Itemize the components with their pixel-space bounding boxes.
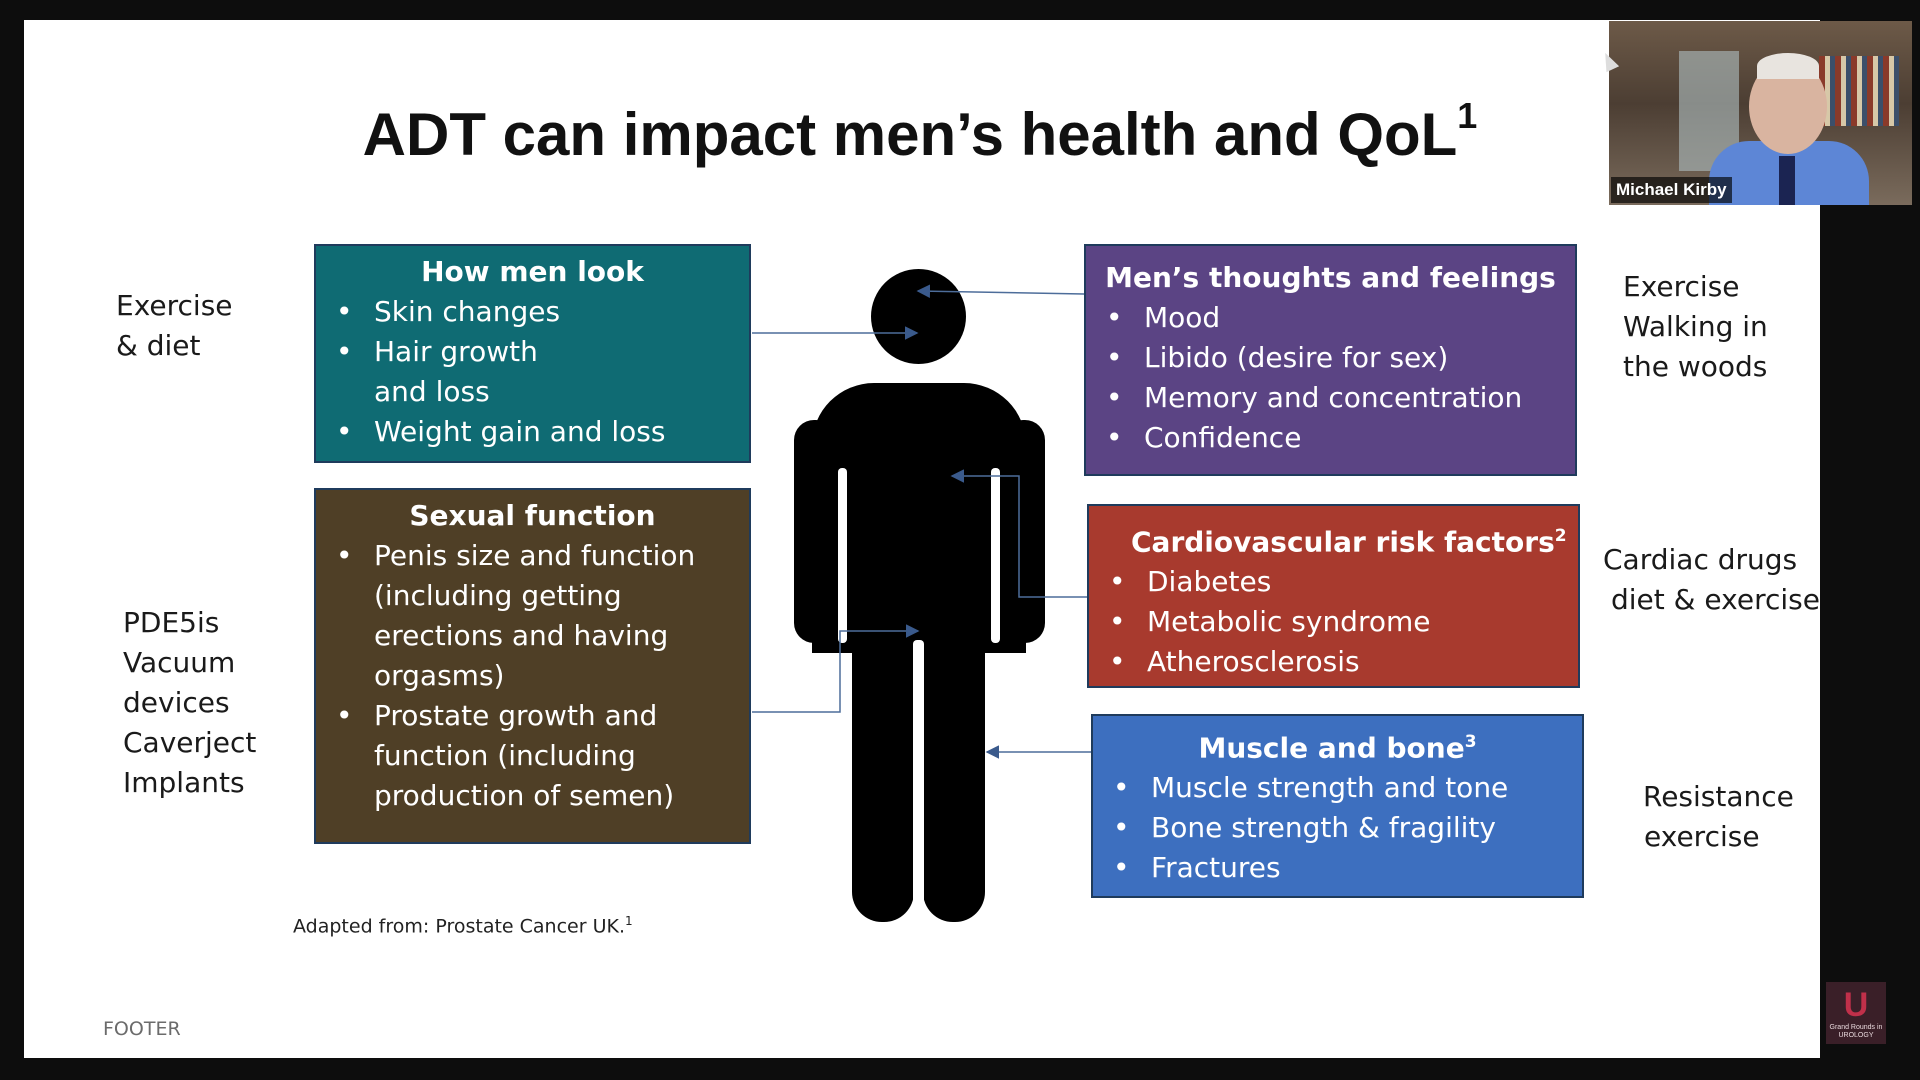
grand-rounds-urology-logo: U Grand Rounds in UROLOGY xyxy=(1826,982,1886,1044)
list-item: Libido (desire for sex) xyxy=(1106,338,1575,378)
participant-name-label: Michael Kirby xyxy=(1611,177,1732,203)
list-item: Penis size and function xyxy=(336,536,749,576)
list-item: Memory and concentration xyxy=(1106,378,1575,418)
box-heading: Cardiovascular risk factors2 xyxy=(1131,525,1567,559)
figure-arm-gap-left xyxy=(838,468,847,643)
list-item: Weight gain and loss xyxy=(336,412,749,452)
participant-hair xyxy=(1757,53,1819,79)
list-item: Muscle strength and tone xyxy=(1113,768,1582,808)
list-item: Diabetes xyxy=(1109,562,1578,602)
box-sexual-function: Sexual function Penis size and function … xyxy=(314,488,751,844)
figure-left-leg xyxy=(852,620,914,922)
list-item: Bone strength & fragility xyxy=(1113,808,1582,848)
video-background-bookshelf xyxy=(1819,56,1899,126)
list-item-continuation: and loss xyxy=(374,375,490,408)
source-citation: Adapted from: Prostate Cancer UK.1 xyxy=(293,914,633,938)
list-item: Hair growth xyxy=(336,332,749,372)
list-item: Metabolic syndrome xyxy=(1109,602,1578,642)
box-cardiovascular: Cardiovascular risk factors2 Diabetes Me… xyxy=(1087,504,1580,688)
connector-thoughts xyxy=(916,284,1085,298)
box-thoughts-feelings: Men’s thoughts and feelings Mood Libido … xyxy=(1084,244,1577,476)
list-item-continuation: orgasms) xyxy=(374,659,505,692)
list-item: Atherosclerosis xyxy=(1109,642,1578,682)
box-heading: Men’s thoughts and feelings xyxy=(1105,261,1556,294)
box-heading: How men look xyxy=(421,255,644,288)
side-note-exercise-diet: Exercise & diet xyxy=(116,289,233,362)
list-item-continuation: function (including xyxy=(374,739,636,772)
side-note-resistance: Resistance exercise xyxy=(1643,780,1794,853)
title-superscript: 1 xyxy=(1457,95,1478,136)
connector-sexual xyxy=(752,624,920,713)
figure-left-arm xyxy=(794,420,836,643)
figure-arm-gap-right xyxy=(991,468,1000,643)
list-item: Mood xyxy=(1106,298,1575,338)
list-item-continuation: (including getting xyxy=(374,579,622,612)
list-item: Skin changes xyxy=(336,292,749,332)
slide-footer: FOOTER xyxy=(103,1018,181,1040)
side-note-pde5is: PDE5is Vacuum devices Caverject Implants xyxy=(123,606,257,799)
slide-title: ADT can impact men’s health and QoL1 xyxy=(0,95,1840,169)
box-heading: Sexual function xyxy=(409,499,656,532)
list-item-continuation: erections and having xyxy=(374,619,669,652)
side-note-cardiac: Cardiac drugs diet & exercise xyxy=(1603,543,1820,616)
figure-right-leg xyxy=(923,620,985,922)
connector-cardio xyxy=(950,469,1087,598)
side-note-exercise-woods: Exercise Walking in the woods xyxy=(1623,270,1768,383)
figure-leg-gap xyxy=(913,640,924,922)
list-item: Prostate growth and xyxy=(336,696,749,736)
participant-tie xyxy=(1779,156,1795,205)
box-heading: Muscle and bone3 xyxy=(1198,731,1477,765)
box-how-men-look: How men look Skin changes Hair growth an… xyxy=(314,244,751,463)
participant-video-tile[interactable]: Michael Kirby xyxy=(1609,21,1912,205)
figure-right-arm xyxy=(1003,420,1045,643)
list-item: Fractures xyxy=(1113,848,1582,888)
list-item: Confidence xyxy=(1106,418,1575,458)
box-muscle-bone: Muscle and bone3 Muscle strength and ton… xyxy=(1091,714,1584,898)
list-item-continuation: production of semen) xyxy=(374,779,675,812)
figure-torso xyxy=(812,383,1026,653)
title-text: ADT can impact men’s health and QoL xyxy=(362,101,1458,168)
